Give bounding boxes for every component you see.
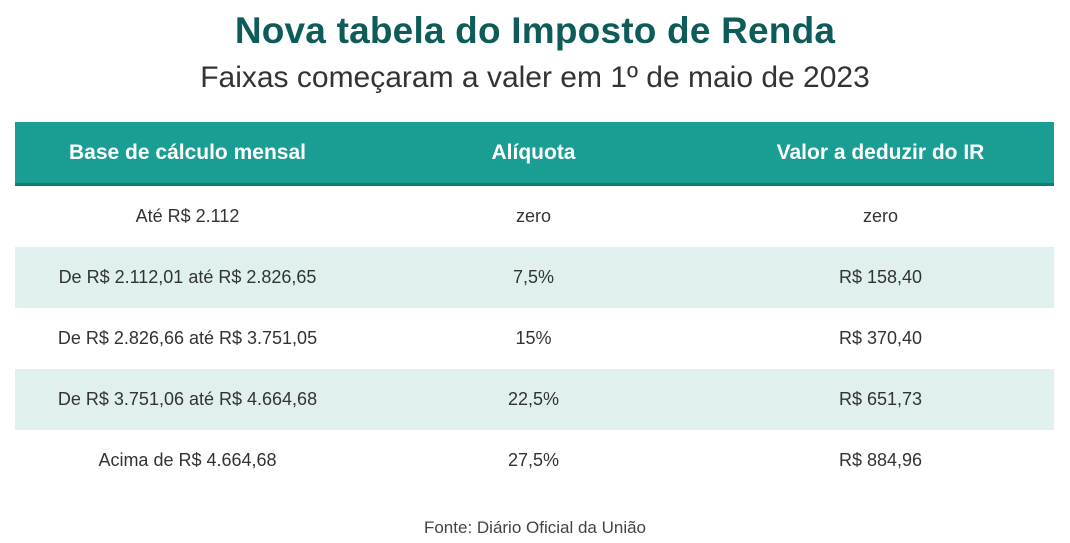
table-row: Até R$ 2.112 zero zero	[15, 186, 1054, 247]
table-row: De R$ 3.751,06 até R$ 4.664,68 22,5% R$ …	[15, 369, 1054, 430]
tax-table: Base de cálculo mensal Alíquota Valor a …	[15, 122, 1054, 491]
cell-base: De R$ 2.112,01 até R$ 2.826,65	[58, 267, 317, 287]
table-row: De R$ 2.826,66 até R$ 3.751,05 15% R$ 37…	[15, 308, 1054, 369]
cell-aliquota: 22,5%	[507, 389, 560, 409]
table-row: De R$ 2.112,01 até R$ 2.826,65 7,5% R$ 1…	[15, 247, 1054, 308]
cell-deduzir: R$ 651,73	[838, 389, 923, 409]
column-header-deduzir: Valor a deduzir do IR	[776, 140, 985, 164]
cell-base: De R$ 3.751,06 até R$ 4.664,68	[57, 389, 318, 409]
cell-deduzir: R$ 370,40	[838, 328, 923, 348]
table-header: Base de cálculo mensal Alíquota Valor a …	[15, 122, 1054, 186]
cell-deduzir: zero	[862, 206, 898, 226]
page-subtitle: Faixas começaram a valer em 1º de maio d…	[200, 61, 870, 94]
cell-aliquota: 15%	[515, 328, 552, 348]
column-header-aliquota: Alíquota	[491, 140, 576, 164]
cell-base: Até R$ 2.112	[135, 206, 240, 226]
source-note: Fonte: Diário Oficial da União	[423, 518, 647, 537]
page-title: Nova tabela do Imposto de Renda	[234, 10, 836, 51]
table-row: Acima de R$ 4.664,68 27,5% R$ 884,96	[15, 430, 1054, 491]
cell-aliquota: 27,5%	[507, 450, 560, 470]
cell-deduzir: R$ 158,40	[838, 267, 923, 287]
cell-base: De R$ 2.826,66 até R$ 3.751,05	[57, 328, 318, 348]
cell-aliquota: 7,5%	[512, 267, 555, 287]
column-header-base: Base de cálculo mensal	[69, 140, 306, 164]
cell-base: Acima de R$ 4.664,68	[98, 450, 277, 470]
cell-deduzir: R$ 884,96	[838, 450, 923, 470]
cell-aliquota: zero	[515, 206, 551, 226]
